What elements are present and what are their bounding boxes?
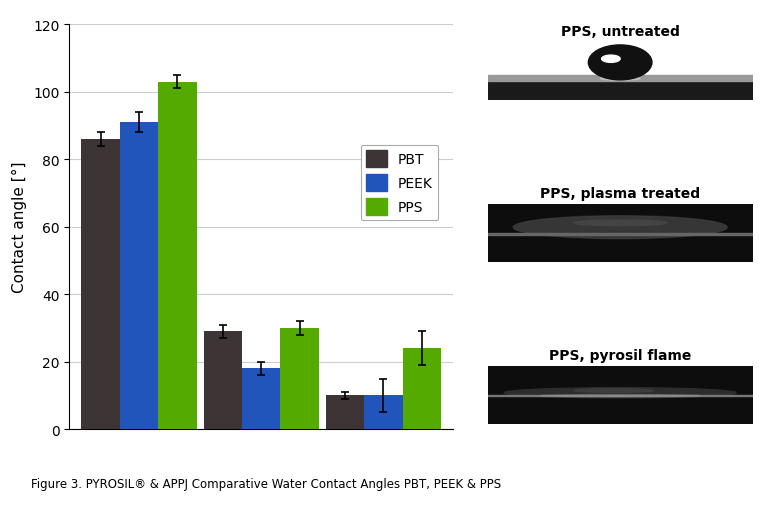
Circle shape bbox=[588, 46, 652, 81]
Bar bbox=[402, 348, 441, 429]
Bar bbox=[488, 76, 753, 82]
Bar bbox=[204, 332, 242, 429]
Y-axis label: Contact angle [°]: Contact angle [°] bbox=[12, 162, 28, 293]
Text: PPS, plasma treated: PPS, plasma treated bbox=[540, 187, 700, 201]
Bar bbox=[364, 395, 402, 429]
Text: Figure 3. PYROSIL® & APPJ Comparative Water Contact Angles PBT, PEEK & PPS: Figure 3. PYROSIL® & APPJ Comparative Wa… bbox=[31, 477, 501, 490]
Ellipse shape bbox=[513, 216, 727, 239]
Bar bbox=[81, 140, 120, 429]
Bar bbox=[326, 395, 364, 429]
Text: PPS, untreated: PPS, untreated bbox=[561, 25, 680, 39]
Bar bbox=[158, 82, 197, 429]
Ellipse shape bbox=[514, 217, 727, 239]
Bar bbox=[488, 233, 753, 236]
Ellipse shape bbox=[601, 77, 640, 81]
Bar bbox=[488, 395, 753, 396]
Ellipse shape bbox=[574, 221, 667, 226]
Bar bbox=[280, 328, 319, 429]
Ellipse shape bbox=[541, 395, 700, 397]
Ellipse shape bbox=[505, 388, 736, 398]
Text: PPS, pyrosil flame: PPS, pyrosil flame bbox=[549, 348, 691, 363]
Ellipse shape bbox=[574, 389, 654, 392]
Bar bbox=[488, 81, 753, 101]
Bar bbox=[242, 369, 280, 429]
Bar bbox=[120, 123, 158, 429]
Legend: PBT, PEEK, PPS: PBT, PEEK, PPS bbox=[360, 145, 439, 221]
Ellipse shape bbox=[601, 56, 620, 63]
